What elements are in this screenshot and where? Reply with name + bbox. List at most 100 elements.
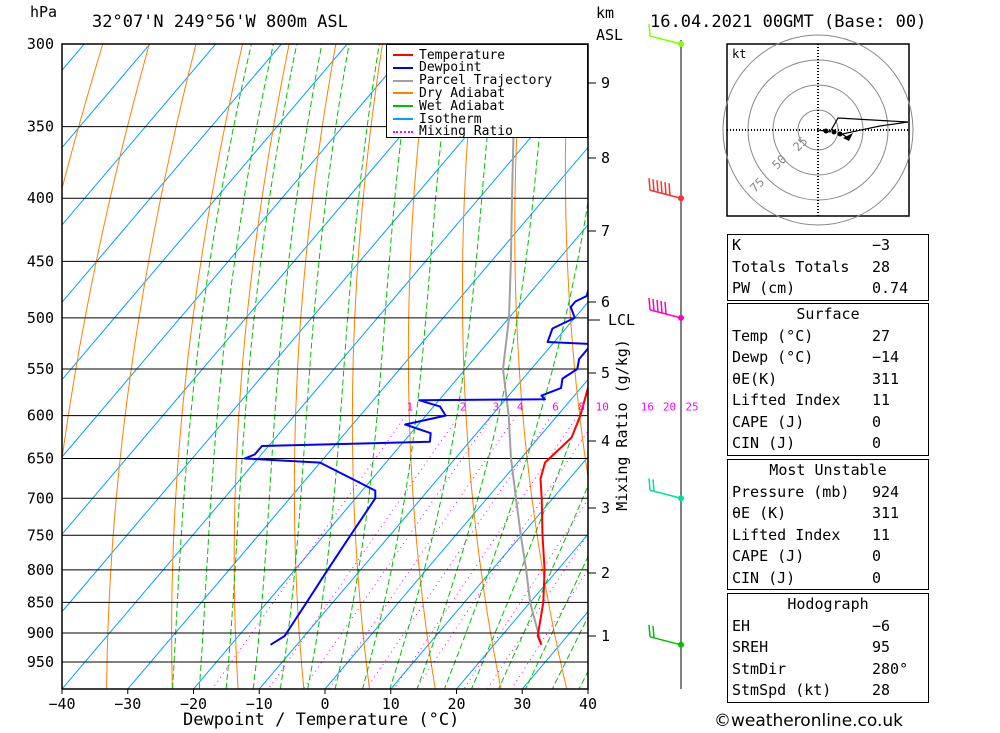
legend-swatch <box>393 79 413 82</box>
table-row: Dewp (°C) −14 <box>728 347 928 369</box>
mixing-ratio-line <box>302 415 493 689</box>
dry-adiabat-line <box>62 44 104 191</box>
wet-adiabat-line <box>198 44 274 689</box>
mixing-ratio-line <box>393 415 579 689</box>
height-unit-bottom: ASL <box>596 26 624 44</box>
wet-adiabat-line <box>172 44 252 689</box>
table-row: θE(K) 311 <box>728 369 928 391</box>
x-tick-label: 20 <box>447 695 465 713</box>
wind-barb-flag <box>648 23 651 37</box>
x-axis-title: Dewpoint / Temperature (°C) <box>183 710 460 730</box>
table-row: PW (cm) 0.74 <box>728 278 928 300</box>
mixing-ratio-label: 25 <box>685 401 698 414</box>
hodograph-unit-label: kt <box>732 47 746 61</box>
table-row-label: CIN (J) <box>732 434 796 452</box>
mixing-ratio-label: 2 <box>460 401 467 414</box>
isotherm-line <box>324 378 588 689</box>
dry-adiabat-line <box>106 44 197 689</box>
isotherm-line <box>62 44 217 226</box>
wind-barb-flag <box>648 297 651 310</box>
isotherm-line <box>62 44 414 458</box>
wet-adiabat-line <box>361 44 453 689</box>
table-row-value: 311 <box>872 504 900 522</box>
dry-adiabat-line <box>564 44 588 481</box>
table-row-value: −14 <box>872 348 900 366</box>
wet-adiabat-line <box>225 44 298 689</box>
mixing-ratio-axis-label: Mixing Ratio (g/kg) <box>613 339 631 511</box>
table-row: CAPE (J) 0 <box>728 412 928 434</box>
pressure-tick-label: 550 <box>27 360 54 378</box>
mixing-ratio-label: 20 <box>663 401 676 414</box>
pressure-tick-label: 500 <box>27 309 54 327</box>
mixing-ratio-line <box>328 415 517 689</box>
dry-adiabat-line <box>351 44 383 689</box>
mixing-ratio-line <box>415 430 588 689</box>
wet-adiabat-line <box>279 44 350 689</box>
pressure-tick-label: 950 <box>27 653 54 671</box>
table-row-value: 27 <box>872 326 891 345</box>
x-tick-label: −40 <box>48 695 75 713</box>
stability-indices-table: K −3 Totals Totals 28 PW (cm) 0.74 <box>727 234 929 301</box>
table-row: K −3 <box>728 235 928 257</box>
legend-item: Mixing Ratio <box>393 124 513 139</box>
legend-swatch <box>393 66 413 69</box>
table-row-value: 0 <box>872 434 882 452</box>
table-row: EH −6 <box>728 616 928 638</box>
wind-barb-flag <box>660 300 663 313</box>
legend-item: Parcel Trajectory <box>393 73 552 88</box>
x-tick-label: 10 <box>382 695 400 713</box>
temperature-curve <box>536 384 588 646</box>
table-row-label: Lifted Index <box>732 391 841 409</box>
km-tick-label: 3 <box>601 499 610 517</box>
mixing-ratio-line <box>510 568 588 689</box>
table-row-label: Temp (°C) <box>732 326 814 345</box>
pressure-tick-label: 700 <box>27 489 54 507</box>
wind-barb-shaft <box>649 636 682 646</box>
x-tick-label: 30 <box>513 695 531 713</box>
legend-label: Wet Adiabat <box>419 98 506 114</box>
pressure-unit-label: hPa <box>30 3 58 21</box>
wind-barb-flag <box>660 181 663 194</box>
km-tick-label: 8 <box>601 149 610 167</box>
pressure-tick-label: 850 <box>27 593 54 611</box>
pressure-tick-label: 800 <box>27 561 54 579</box>
isotherm-line <box>62 44 85 71</box>
table-row: StmSpd (kt) 28 <box>728 680 928 702</box>
table-row-label: Totals Totals <box>732 257 850 276</box>
table-row: Temp (°C) 27 <box>728 326 928 348</box>
wet-adiabat-line <box>334 44 414 689</box>
mixing-ratio-line <box>486 533 588 689</box>
x-tick-label: 40 <box>579 695 597 713</box>
pressure-tick-label: 900 <box>27 624 54 642</box>
wet-adiabat-line <box>443 198 588 689</box>
dry-adiabat-line <box>942 44 1000 716</box>
table-row: Pressure (mb) 924 <box>728 482 928 504</box>
hodograph-point <box>837 131 843 137</box>
legend-label: Isotherm <box>419 111 482 127</box>
table-row: CIN (J) 0 <box>728 433 928 455</box>
table-row-value: 28 <box>872 257 891 276</box>
table-row-label: Pressure (mb) <box>732 482 850 501</box>
table-section-title: Most Unstable <box>769 461 887 479</box>
chart-legend: Temperature Dewpoint Parcel Trajectory Dry … <box>386 44 588 139</box>
km-tick-label: 5 <box>601 364 610 382</box>
dry-adiabat-line <box>514 44 568 689</box>
most-unstable-table: Most Unstable Pressure (mb) 924 θE (K) 311 Li… <box>727 459 929 590</box>
wet-adiabat-line <box>470 389 588 689</box>
table-row-value: 11 <box>872 525 891 544</box>
pressure-tick-label: 400 <box>27 189 54 207</box>
pressure-tick-label: 450 <box>27 252 54 270</box>
x-tick-label: −10 <box>246 695 273 713</box>
x-tick-label: −20 <box>180 695 207 713</box>
table-row-label: PW (cm) <box>732 279 796 297</box>
table-row-value: 11 <box>872 391 891 409</box>
wind-barb-flag <box>648 478 651 491</box>
table-row-label: StmDir <box>732 659 787 678</box>
table-row-value: 28 <box>872 681 891 699</box>
legend-swatch <box>393 54 413 56</box>
legend-item: Dry Adiabat <box>393 86 505 101</box>
wet-adiabat-line <box>416 44 549 689</box>
mixing-ratio-label: 3 <box>493 401 500 414</box>
table-row-value: 0.74 <box>872 279 909 297</box>
hodograph-ring <box>722 34 914 226</box>
